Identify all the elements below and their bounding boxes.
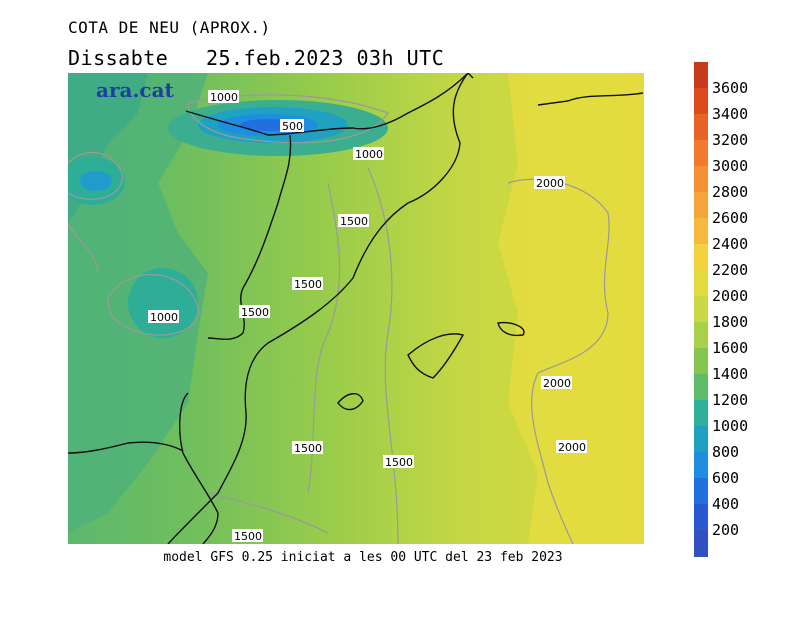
legend-label: 1600: [712, 339, 749, 357]
field-600-nw: [80, 171, 112, 191]
contour-label-1500-southwest: 1500: [234, 530, 262, 543]
contour-label-1000-nw: 1000: [210, 91, 238, 104]
legend-label: 800: [712, 443, 740, 461]
legend-label: 3200: [712, 131, 749, 149]
contour-label-2000-ne: 2000: [536, 177, 564, 190]
legend-swatch: [694, 114, 708, 141]
legend-label: 3600: [712, 79, 749, 97]
contour-label-1500-west: 1500: [241, 306, 269, 319]
coastlines-borders: [68, 73, 644, 544]
legend-label: 3400: [712, 105, 749, 123]
brand-logo: ara.cat: [96, 78, 174, 102]
legend-label: 1800: [712, 313, 749, 331]
legend-swatch: [694, 270, 708, 297]
legend-label: 1200: [712, 391, 749, 409]
legend-swatch: [694, 244, 708, 271]
legend-swatch: [694, 296, 708, 323]
legend-label: 1000: [712, 417, 749, 435]
forecast-day: Dissabte: [68, 46, 169, 70]
legend-label: 2400: [712, 235, 749, 253]
legend-swatch: [694, 504, 708, 531]
contour-lines: [68, 94, 610, 544]
legend-label: 2800: [712, 183, 749, 201]
legend-swatch: [694, 426, 708, 453]
legend-swatch: [694, 218, 708, 245]
legend-label: 2000: [712, 287, 749, 305]
legend-swatch: [694, 192, 708, 219]
contour-label-1500-southeast: 1500: [385, 456, 413, 469]
legend-swatch: [694, 140, 708, 167]
legend-swatch: [694, 322, 708, 349]
snow-level-map: 1000 500 1000 2000 1500 1500 1500 1000 1…: [68, 73, 644, 544]
legend-swatch: [694, 166, 708, 193]
legend-label: 2600: [712, 209, 749, 227]
legend-swatch: [694, 62, 708, 89]
legend-swatch: [694, 452, 708, 479]
legend-label: 200: [712, 521, 740, 539]
contour-label-1500-center: 1500: [340, 215, 368, 228]
forecast-date: 25.feb.2023 03h UTC: [205, 46, 445, 70]
contour-labels: 1000 500 1000 2000 1500 1500 1500 1000 1…: [148, 90, 587, 543]
legend-swatch: [694, 530, 708, 557]
legend-swatch: [694, 88, 708, 115]
legend-label: 600: [712, 469, 740, 487]
model-info: model GFS 0.25 iniciat a les 00 UTC del …: [163, 550, 563, 565]
field-1000-west: [128, 268, 198, 338]
contour-label-500: 500: [282, 120, 303, 133]
legend-swatch: [694, 400, 708, 427]
legend-label: 2200: [712, 261, 749, 279]
legend-swatch: [694, 374, 708, 401]
legend-swatch: [694, 478, 708, 505]
contour-label-1500-mid: 1500: [294, 278, 322, 291]
contour-label-1000-ne: 1000: [355, 148, 383, 161]
map-canvas: 1000 500 1000 2000 1500 1500 1500 1000 1…: [68, 73, 644, 544]
contour-label-1000-west: 1000: [150, 311, 178, 324]
contour-label-2000-east: 2000: [543, 377, 571, 390]
legend-label: 400: [712, 495, 740, 513]
forecast-datetime: Dissabte 25.feb.2023 03h UTC: [68, 46, 444, 70]
contour-label-1500-south: 1500: [294, 442, 322, 455]
legend-swatch: [694, 348, 708, 375]
legend-label: 3000: [712, 157, 749, 175]
legend-label: 1400: [712, 365, 749, 383]
chart-title: COTA DE NEU (APROX.): [68, 18, 271, 37]
contour-label-2000-southeast: 2000: [558, 441, 586, 454]
color-legend-bar: [694, 62, 708, 557]
